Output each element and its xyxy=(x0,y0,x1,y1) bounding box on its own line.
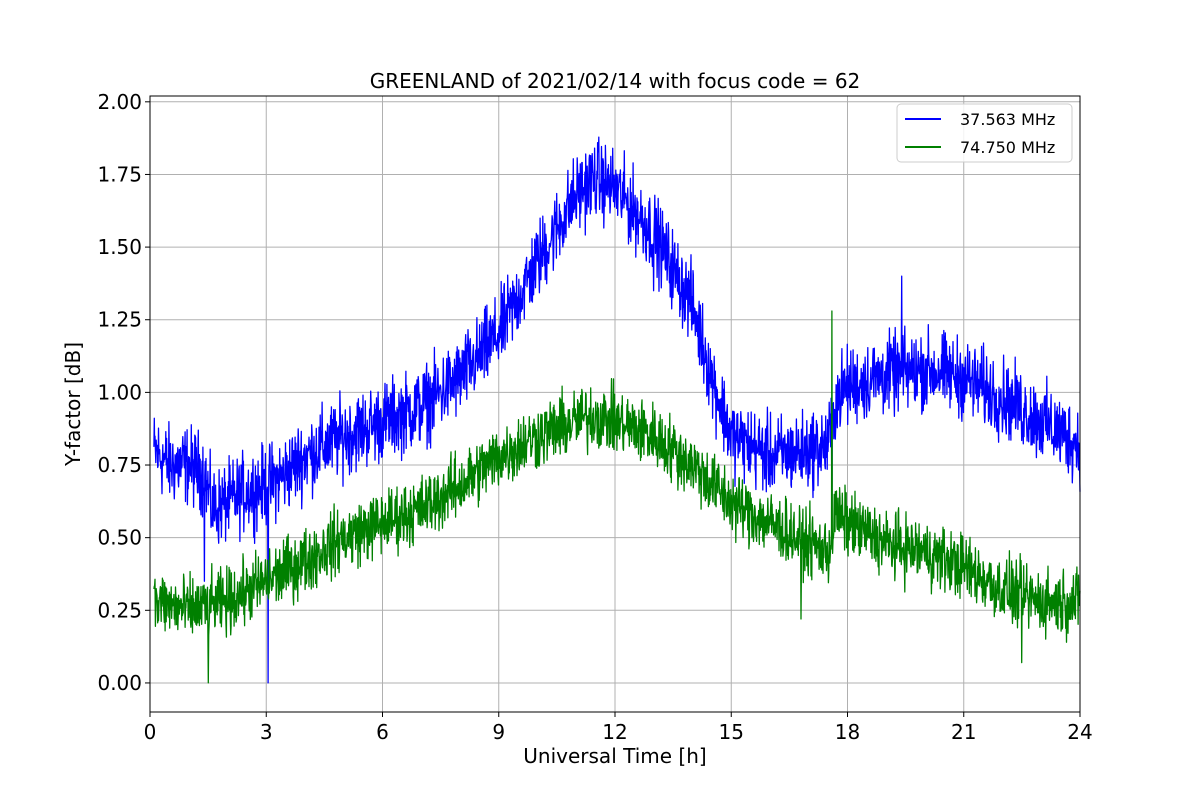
series-layer xyxy=(153,136,1081,684)
x-tick-label: 9 xyxy=(492,720,505,744)
x-tick-label: 21 xyxy=(951,720,976,744)
y-axis-label: Y-factor [dB] xyxy=(61,342,85,467)
y-tick-label: 0.75 xyxy=(97,453,142,477)
chart-title: GREENLAND of 2021/02/14 with focus code … xyxy=(370,69,861,93)
x-tick-label: 12 xyxy=(602,720,627,744)
x-tick-label: 24 xyxy=(1067,720,1092,744)
series-line-74mhz xyxy=(153,310,1081,684)
legend: 37.563 MHz 74.750 MHz xyxy=(896,103,1073,163)
y-axis: 0.00 0.25 0.50 0.75 1.00 1.25 1.50 1.75 2.00 xyxy=(97,90,150,695)
y-tick-label: 1.00 xyxy=(97,380,142,404)
y-tick-label: 0.00 xyxy=(97,671,142,695)
y-tick-label: 1.50 xyxy=(97,235,142,259)
y-tick-label: 1.25 xyxy=(97,308,142,332)
y-tick-label: 1.75 xyxy=(97,162,142,186)
x-tick-label: 18 xyxy=(835,720,860,744)
y-tick-label: 0.50 xyxy=(97,526,142,550)
x-axis: 0 3 6 9 12 15 18 21 24 xyxy=(144,712,1093,744)
x-tick-label: 15 xyxy=(719,720,744,744)
y-tick-label: 0.25 xyxy=(97,598,142,622)
legend-label-74mhz: 74.750 MHz xyxy=(960,138,1055,157)
x-axis-label: Universal Time [h] xyxy=(523,744,706,768)
legend-label-37mhz: 37.563 MHz xyxy=(960,110,1055,129)
y-tick-label: 2.00 xyxy=(97,90,142,114)
x-tick-label: 3 xyxy=(260,720,273,744)
series-line-37mhz xyxy=(153,136,1081,684)
x-tick-label: 0 xyxy=(144,720,157,744)
x-tick-label: 6 xyxy=(376,720,389,744)
